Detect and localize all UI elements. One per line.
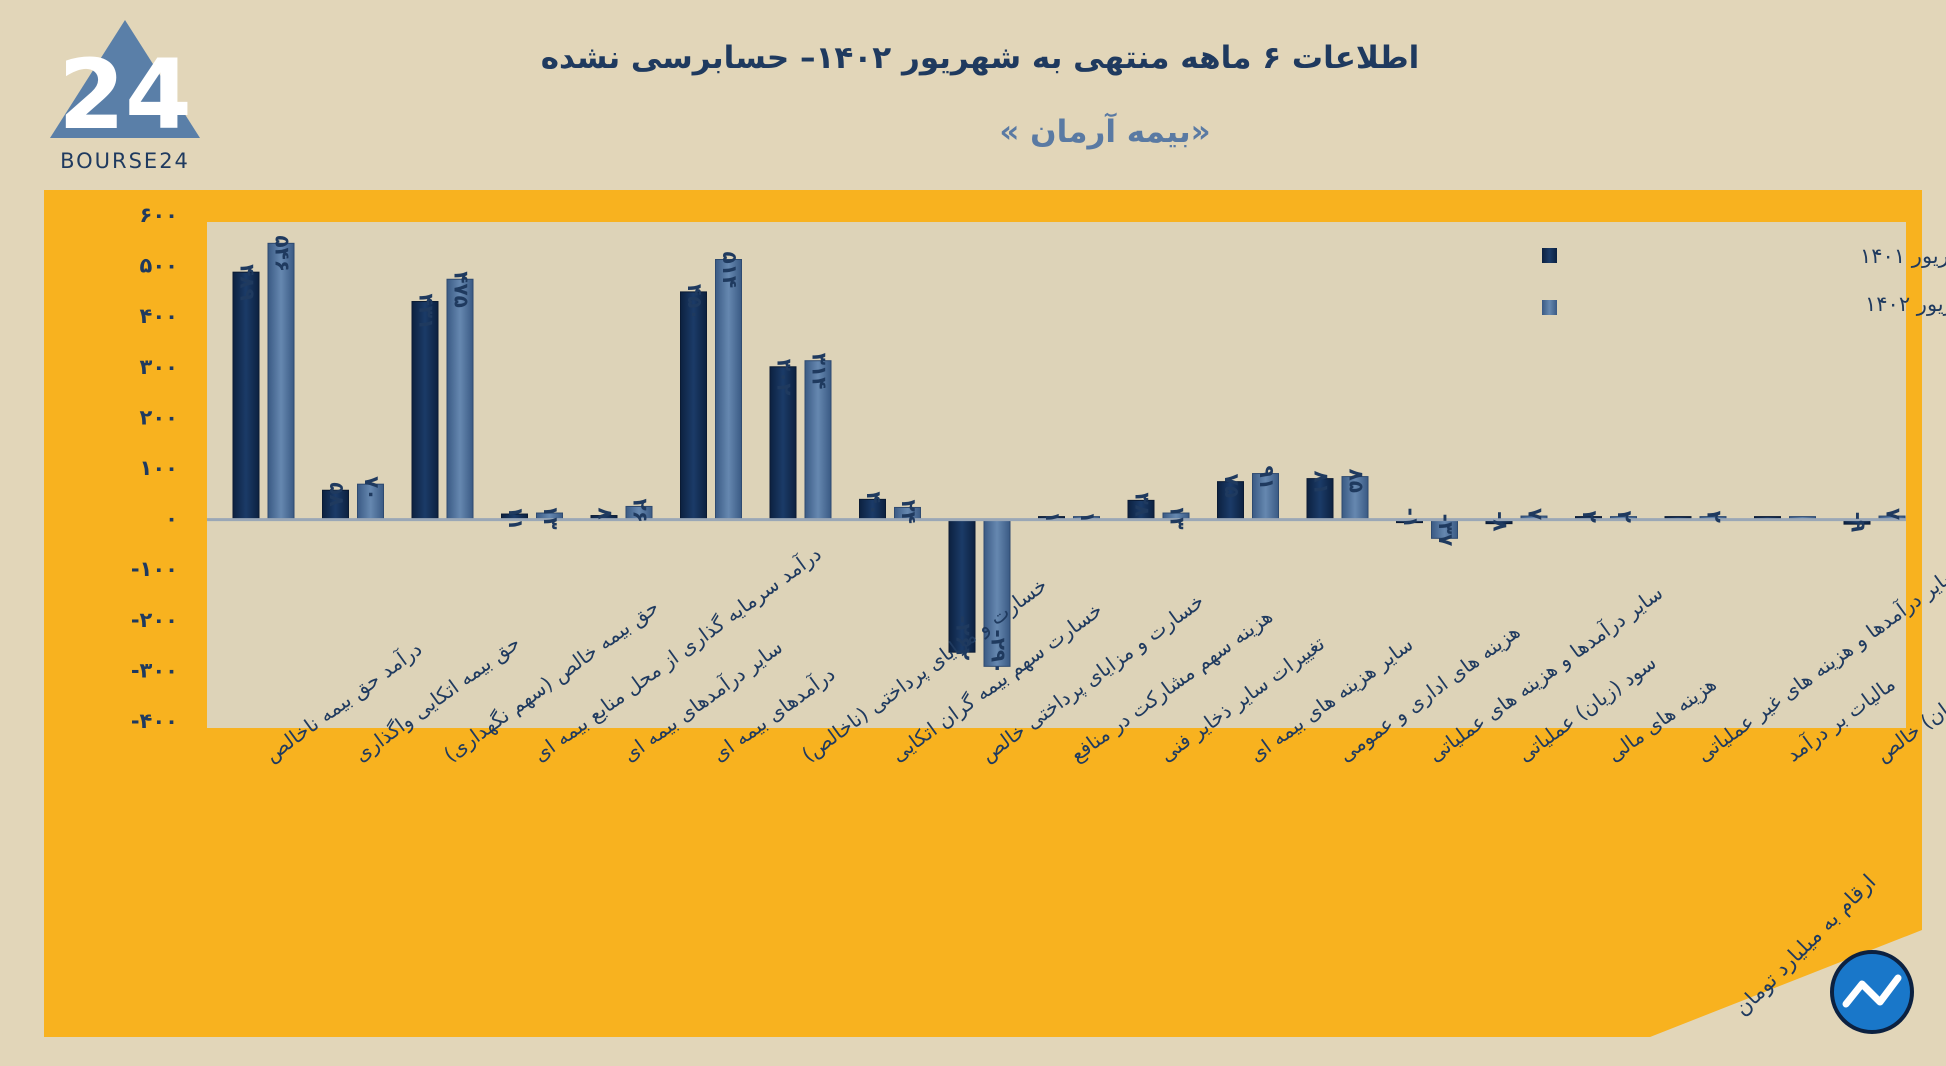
bar-value-label: -۸ (1489, 511, 1513, 532)
y-tick-label: ۰ (165, 507, 178, 531)
bar-1401-1 (322, 489, 349, 521)
bar-value-label: ۱ (1041, 511, 1065, 523)
logo-brand-text: BOURSE24 (60, 149, 190, 173)
legend-swatch-1401 (1542, 248, 1557, 263)
bar-1401-6 (769, 366, 797, 521)
bar-value-label: ۲۴ (897, 499, 921, 523)
logo-mark: 24 (58, 39, 192, 151)
chart-legend: عملکرد منتهی به شهریور ۱۴۰۱ عملکرد منتهی… (1542, 244, 1946, 316)
bar-value-label: ۲ (1613, 511, 1637, 523)
bar-value-label: -۲۹۰ (987, 629, 1011, 674)
y-tick-label: ۳۰۰ (140, 355, 178, 379)
logo-triangle-icon (50, 20, 200, 138)
bar-value-label: -۹ (1847, 512, 1871, 533)
bar-value-label: ۷۵ (1220, 474, 1244, 498)
bar-1401-2 (411, 301, 439, 521)
bar-value-label: ۴۷۵ (450, 271, 474, 308)
bar-1402-5 (715, 259, 742, 521)
bar-value-label: -۲۶۲ (952, 615, 976, 660)
y-tick-label: -۴۰۰ (131, 709, 178, 733)
y-tick-label: ۲۰۰ (140, 405, 178, 429)
bar-value-label: ۴۰ (862, 491, 886, 515)
bar-value-label: ۵۴۶ (271, 235, 295, 272)
y-axis: ۶۰۰ ۵۰۰ ۴۰۰ ۳۰۰ ۲۰۰ ۱۰۰ ۰ -۱۰۰ -۲۰۰ -۳۰۰ -۴۰۰ (131, 203, 178, 733)
bar-value-label: ۴۳۱ (415, 294, 439, 331)
bar-value-label: ۵۱۴ (718, 252, 742, 289)
bar-value-label: ۱۳ (1166, 505, 1190, 529)
bar-1401-5 (680, 291, 707, 521)
chart-subtitle: «بیمه آرمان » (999, 112, 1210, 150)
y-tick-label: -۱۰۰ (131, 557, 178, 581)
bar-value-label: ۲ (1578, 511, 1602, 523)
bar-value-label: -۳۷ (1434, 514, 1458, 547)
bar-value-label: ۷ (1524, 508, 1548, 520)
bar-1401-8 (948, 519, 976, 653)
y-tick-label: -۲۰۰ (131, 608, 178, 632)
legend-swatch-1402 (1542, 300, 1557, 315)
y-tick-label: ۶۰۰ (140, 203, 178, 227)
bourse24-logo: 24 BOURSE24 (50, 20, 200, 173)
bar-value-label: ۳۰۲ (773, 359, 797, 396)
bar-value-label: -۱ (1399, 508, 1423, 529)
bar-value-label: ۴۵۰ (683, 284, 707, 321)
bar-1401-0 (232, 271, 260, 521)
y-tick-label: -۳۰۰ (131, 658, 178, 682)
bar-value-label: ۳۱۴ (808, 353, 832, 390)
bar-1402-1 (357, 483, 384, 521)
bar-1402-11 (1252, 473, 1279, 521)
bar-value-label: ۱۱ (504, 506, 528, 530)
legend-label-1402: عملکرد منتهی به شهریور ۱۴۰۲ (1865, 292, 1946, 316)
bar-value-label: ۴۸۹ (236, 264, 260, 301)
bar-value-label: ۱۳ (539, 505, 563, 529)
y-tick-label: ۱۰۰ (140, 456, 178, 480)
bar-value-label: ۵۸ (325, 482, 349, 506)
bar-1402-0 (267, 242, 295, 521)
plot-area (207, 222, 1906, 728)
trend-icon (1830, 950, 1914, 1034)
legend-label-1401: عملکرد منتهی به شهریور ۱۴۰۱ (1860, 244, 1946, 268)
bar-value-label: ۹۱ (1255, 466, 1279, 490)
bar-1402-12 (1341, 476, 1369, 521)
bar-1401-11 (1217, 481, 1244, 521)
bar-value-label: ۷ (1882, 508, 1906, 520)
bar-value-label: ۸۱ (1310, 471, 1334, 495)
chart-title: اطلاعات ۶ ماهه منتهی به شهریور ۱۴۰۲– حسا… (541, 40, 1420, 76)
bar-value-label: ۷۰ (360, 476, 384, 500)
bar-value-label: ۲۶ (629, 498, 653, 522)
bar-value-label: ۳۸ (1131, 492, 1155, 516)
bar-value-label: ۸۵ (1345, 469, 1369, 493)
bar-value-label: ۱ (1076, 511, 1100, 523)
y-tick-label: ۴۰۰ (140, 304, 178, 328)
bar-1401-12 (1306, 478, 1334, 521)
bar-1402-2 (446, 278, 474, 521)
bar-value-label: ۸ (594, 508, 618, 520)
bar-value-label: ۲ (1703, 511, 1727, 523)
y-tick-label: ۵۰۰ (140, 254, 178, 278)
